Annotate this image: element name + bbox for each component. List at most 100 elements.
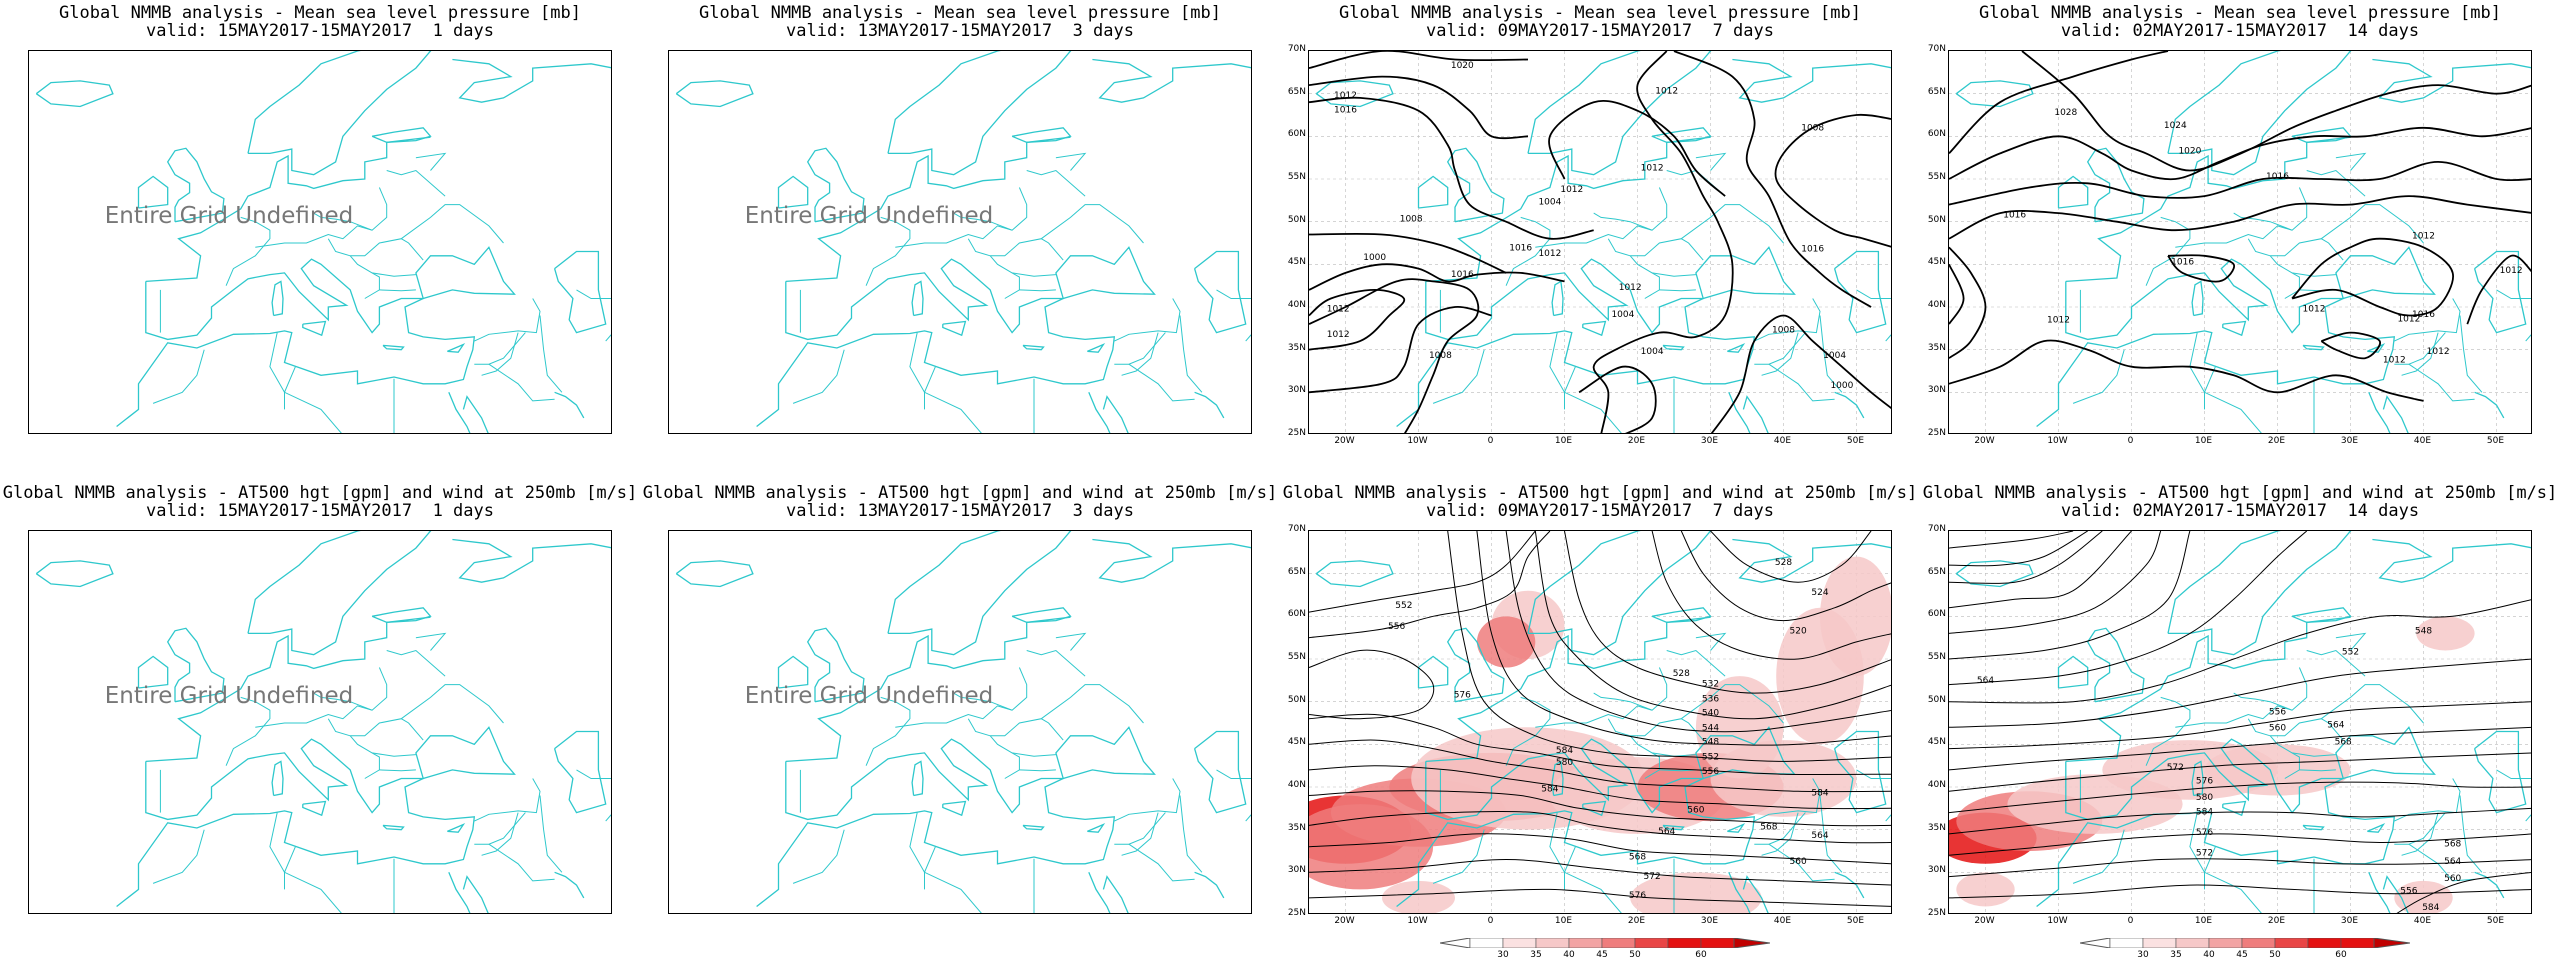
country-border — [605, 814, 611, 822]
isoline — [1309, 649, 1435, 720]
isoline-label: 576 — [1629, 891, 1646, 901]
map-panel: Global NMMB analysis - Mean sea level pr… — [1280, 0, 1892, 470]
colorbar-segment — [1469, 938, 1504, 948]
isoline-label: 1008 — [1429, 351, 1452, 361]
country-border — [792, 349, 845, 404]
isoline — [1949, 807, 2531, 835]
country-border — [1245, 814, 1251, 822]
isoline-label: 1008 — [1801, 123, 1824, 133]
colorbar-tick-label: 45 — [2236, 950, 2248, 960]
coastline — [1315, 80, 1394, 108]
isoline-label: 576 — [2196, 777, 2213, 787]
coastline — [1742, 395, 1769, 433]
isoline-label: 564 — [1811, 831, 1828, 841]
panel-title: Global NMMB analysis - AT500 hgt [gpm] a… — [1280, 484, 1920, 520]
coastline — [145, 136, 431, 283]
colorbar-segment — [2175, 938, 2210, 948]
isoline-label: 556 — [2400, 887, 2417, 897]
coastline — [271, 280, 284, 317]
coastline — [247, 51, 432, 176]
coastline — [887, 531, 1072, 656]
country-border — [1549, 812, 1565, 890]
coastline — [35, 80, 114, 108]
coastline — [887, 51, 1072, 176]
isoline-label: 1012 — [1327, 304, 1350, 314]
country-border — [1432, 349, 1485, 404]
isoline-label: 560 — [2269, 724, 2286, 734]
latitude-label: 65N — [1927, 566, 1946, 577]
map-canvas: 548 564 552 556 560 564 568 572 576 580 584 576 572 5… — [1949, 531, 2531, 913]
country-border — [2269, 255, 2300, 299]
latitude-label: 60N — [1927, 129, 1946, 140]
coastline — [137, 655, 169, 689]
isoline — [1949, 726, 2531, 771]
coastline — [2167, 531, 2352, 656]
map-canvas: 1020 1016 1012 1008 1004 1000 1012 1004 1008 1012… — [1309, 51, 1891, 433]
isoline-label: 584 — [2196, 807, 2213, 817]
coastline — [785, 136, 1071, 283]
map-canvas — [675, 51, 1251, 433]
panel-title: Global NMMB analysis - AT500 hgt [gpm] a… — [640, 484, 1280, 520]
colorbar-segment — [2274, 938, 2309, 948]
isoline — [1949, 531, 2103, 584]
wind-shading — [2416, 616, 2475, 651]
isoline-label: 1012 — [1619, 283, 1642, 293]
country-border — [1563, 366, 1622, 433]
coastline — [2086, 627, 2145, 703]
coastline — [247, 531, 432, 656]
isoline — [1651, 531, 1891, 660]
undefined-grid-message: Entire Grid Undefined — [104, 683, 354, 709]
map-frame: Entire Grid Undefined — [668, 50, 1252, 434]
isoline-label: 552 — [1702, 753, 1719, 763]
isoline-label: 1008 — [1772, 326, 1795, 336]
colorbar-segment — [1502, 938, 1537, 948]
country-border — [401, 684, 504, 724]
map-panel: Global NMMB analysis - Mean sea level pr… — [0, 0, 612, 470]
coastline — [462, 395, 489, 433]
map-canvas — [675, 531, 1251, 913]
country-border — [313, 692, 373, 711]
longitude-label: 40E — [2413, 436, 2432, 446]
isoline — [1592, 51, 1734, 433]
country-border — [2233, 692, 2293, 711]
isoline-label: 1016 — [2412, 310, 2435, 320]
coastline — [2302, 344, 2325, 351]
longitude-label: 10W — [2047, 436, 2068, 446]
coastline — [1396, 726, 1796, 908]
map-frame: 1020 1016 1012 1008 1004 1000 1012 1004 1008 1012… — [1308, 50, 1892, 434]
isoline-label: 584 — [1541, 784, 1558, 794]
country-border — [576, 769, 611, 779]
country-border — [2233, 212, 2293, 231]
isoline — [1309, 790, 1891, 827]
country-border — [1652, 272, 1696, 277]
coastline — [302, 800, 327, 817]
country-border — [1121, 332, 1159, 376]
country-border — [1012, 272, 1056, 277]
country-border — [488, 363, 555, 402]
coastline — [382, 344, 405, 351]
coastline — [452, 538, 611, 583]
coastline — [2368, 392, 2391, 433]
country-border — [2203, 366, 2262, 433]
coastline — [1551, 280, 1564, 317]
coastline — [1955, 560, 2034, 588]
coastline — [554, 391, 585, 419]
longitude-label: 0 — [2127, 916, 2134, 926]
longitude-label: 30E — [1700, 436, 1719, 446]
country-border — [1055, 152, 1087, 171]
coastline — [1662, 824, 1685, 831]
undefined-grid-message: Entire Grid Undefined — [104, 203, 354, 229]
isoline-label: 572 — [1644, 872, 1661, 882]
panel-title-line: Global NMMB analysis - AT500 hgt [gpm] a… — [1922, 483, 2558, 503]
isoline — [1949, 246, 1987, 359]
latitude-label: 65N — [1287, 566, 1306, 577]
country-border — [2306, 169, 2366, 197]
coastline — [2473, 250, 2527, 334]
latitude-label: 60N — [1287, 609, 1306, 620]
country-border — [1819, 795, 1843, 873]
latitude-label: 50N — [1927, 694, 1946, 705]
country-border — [2335, 632, 2367, 651]
isoline-label: 536 — [1702, 695, 1719, 705]
latitude-label: 70N — [1287, 44, 1306, 54]
coastline — [1092, 58, 1251, 103]
